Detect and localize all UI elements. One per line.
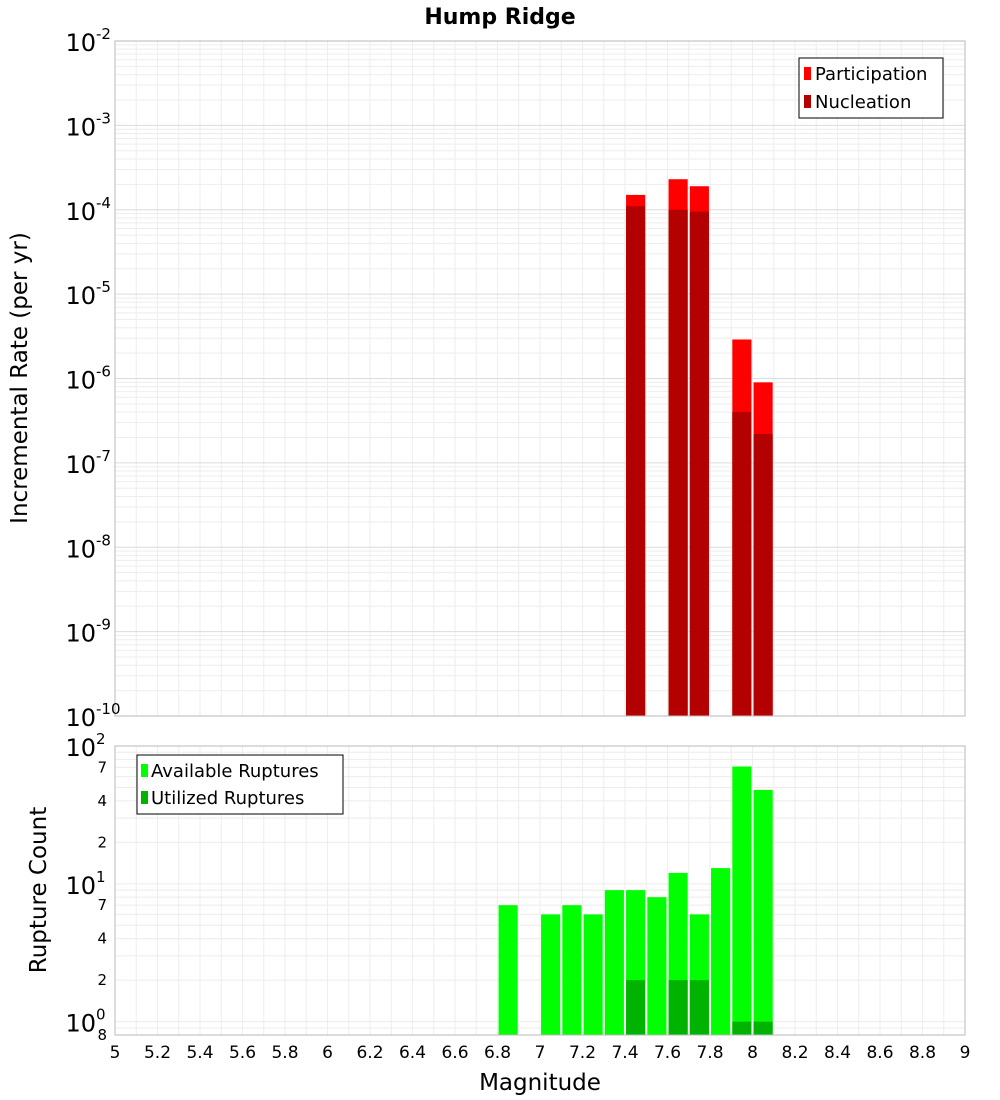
y-tick-label: 10 [65,620,96,648]
available-ruptures-bar [711,868,731,1035]
x-tick-label: 5.8 [271,1043,298,1063]
y-minor-tick-label: 7 [97,758,107,776]
y-minor-tick-label: 2 [97,971,107,989]
y-tick-label: 10 [65,451,96,479]
top-plot-border [114,40,966,717]
top-y-axis-label: Incremental Rate (per yr) [7,232,33,524]
y-tick-label: 10 [65,872,96,900]
y-minor-tick-label: 4 [97,792,107,810]
y-tick-exponent: -8 [96,531,111,549]
x-tick-label: 8.2 [781,1043,808,1063]
legend-swatch-participation [804,67,811,80]
y-tick-exponent: -2 [96,25,111,43]
available-ruptures-bar [732,766,752,1035]
utilized-ruptures-bar [626,980,646,1035]
bottom-legend: Available Ruptures Utilized Ruptures [136,754,344,815]
x-tick-label: 6 [322,1043,333,1063]
nucleation-bar [626,206,646,716]
legend-label-participation: Participation [815,64,927,85]
available-ruptures-bar [562,905,582,1035]
x-tick-label: 7.6 [654,1043,681,1063]
y-tick-label: 10 [65,704,96,732]
available-ruptures-bar [647,897,667,1035]
available-ruptures-bar [753,789,773,1035]
chart-title: Hump Ridge [424,5,575,30]
x-tick-label: 7.4 [611,1043,638,1063]
y-tick-exponent: -4 [96,194,111,212]
x-tick-label: 8.4 [824,1043,851,1063]
bottom-plot-border [114,745,966,1036]
y-tick-exponent: -10 [96,700,121,718]
x-tick-label: 6.6 [441,1043,468,1063]
y-tick-exponent: 1 [96,868,106,886]
y-tick-label: 10 [65,535,96,563]
x-tick-label: 9 [960,1043,971,1063]
x-tick-label: 8.6 [866,1043,893,1063]
nucleation-bar [732,412,752,716]
y-tick-exponent: 2 [96,730,106,748]
x-tick-label: 8 [747,1043,758,1063]
top-legend: Participation Nucleation [798,57,944,119]
available-ruptures-bar [583,914,603,1035]
legend-label-nucleation: Nucleation [815,92,911,113]
y-tick-exponent: -3 [96,109,111,127]
x-tick-label: 5.4 [186,1043,213,1063]
y-minor-tick-label: 4 [97,930,107,948]
bottom-y-axis-label: Rupture Count [26,807,52,973]
y-tick-exponent: 0 [96,1006,106,1024]
y-tick-label: 10 [65,367,96,395]
legend-swatch-utilized [141,791,148,804]
y-tick-exponent: -5 [96,278,111,296]
y-tick-exponent: -9 [96,616,111,634]
x-tick-label: 6.4 [399,1043,426,1063]
utilized-ruptures-bar [753,1021,773,1035]
y-minor-tick-label: 8 [97,1026,107,1044]
available-ruptures-bar [498,905,518,1035]
x-tick-label: 7 [535,1043,546,1063]
nucleation-bar [689,211,709,716]
x-tick-label: 5.2 [144,1043,171,1063]
x-tick-label: 7.2 [569,1043,596,1063]
y-minor-tick-label: 2 [97,833,107,851]
legend-label-utilized: Utilized Ruptures [151,788,304,809]
utilized-ruptures-bar [668,980,688,1035]
y-tick-label: 10 [65,1010,96,1038]
y-minor-tick-label: 7 [97,896,107,914]
legend-swatch-available [141,764,148,777]
y-tick-exponent: -7 [96,447,111,465]
x-tick-label: 5.6 [229,1043,256,1063]
y-tick-exponent: -6 [96,363,111,381]
y-tick-label: 10 [65,198,96,226]
x-tick-label: 8.8 [909,1043,936,1063]
legend-label-available: Available Ruptures [151,761,319,782]
x-tick-label: 7.8 [696,1043,723,1063]
available-ruptures-bar [541,914,561,1035]
y-tick-label: 10 [65,282,96,310]
available-ruptures-bar [604,890,624,1035]
nucleation-bar [753,433,773,716]
x-tick-label: 5 [110,1043,121,1063]
y-tick-label: 10 [65,734,96,762]
legend-swatch-nucleation [804,95,811,108]
x-tick-label: 6.2 [356,1043,383,1063]
y-tick-label: 10 [65,29,96,57]
x-tick-label: 6.8 [484,1043,511,1063]
utilized-ruptures-bar [689,980,709,1035]
x-axis-label: Magnitude [479,1070,601,1096]
utilized-ruptures-bar [732,1021,752,1035]
nucleation-bar [668,209,688,716]
y-tick-label: 10 [65,113,96,141]
